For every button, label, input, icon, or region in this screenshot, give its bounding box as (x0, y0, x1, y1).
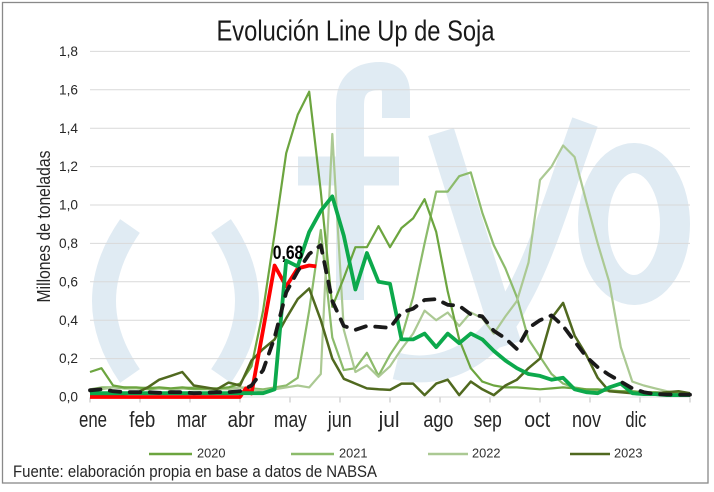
svg-text:ago: ago (423, 407, 453, 432)
svg-text:2021: 2021 (339, 447, 368, 461)
svg-text:1,4: 1,4 (59, 121, 78, 136)
svg-text:Fuente: elaboración propia en: Fuente: elaboración propia en base a dat… (13, 463, 377, 481)
svg-text:0,8: 0,8 (59, 236, 78, 251)
svg-text:1,8: 1,8 (59, 44, 78, 59)
svg-text:2020: 2020 (197, 447, 226, 461)
svg-text:1,2: 1,2 (59, 159, 78, 174)
svg-text:0,6: 0,6 (59, 274, 78, 289)
svg-text:Millones de toneladas: Millones de toneladas (34, 151, 54, 303)
svg-text:2022: 2022 (472, 447, 501, 461)
svg-text:ene: ene (79, 407, 107, 432)
svg-text:1,6: 1,6 (59, 82, 78, 97)
svg-text:jun: jun (327, 407, 352, 432)
svg-text:may: may (274, 407, 307, 432)
svg-text:sep: sep (474, 407, 502, 432)
svg-text:1,0: 1,0 (59, 198, 78, 213)
svg-text:mar: mar (177, 407, 207, 432)
svg-text:0,4: 0,4 (59, 313, 78, 328)
svg-text:Evolución Line Up de Soja: Evolución Line Up de Soja (217, 16, 496, 48)
svg-text:jul: jul (378, 407, 400, 432)
svg-text:dic: dic (625, 407, 646, 432)
svg-text:oct: oct (524, 407, 550, 432)
svg-text:0,2: 0,2 (59, 351, 78, 366)
svg-text:2023: 2023 (614, 447, 643, 461)
svg-text:0,68: 0,68 (273, 243, 304, 264)
svg-text:0,0: 0,0 (59, 390, 78, 405)
svg-text:abr: abr (228, 407, 255, 432)
svg-text:nov: nov (572, 407, 601, 432)
svg-text:feb: feb (129, 407, 155, 432)
